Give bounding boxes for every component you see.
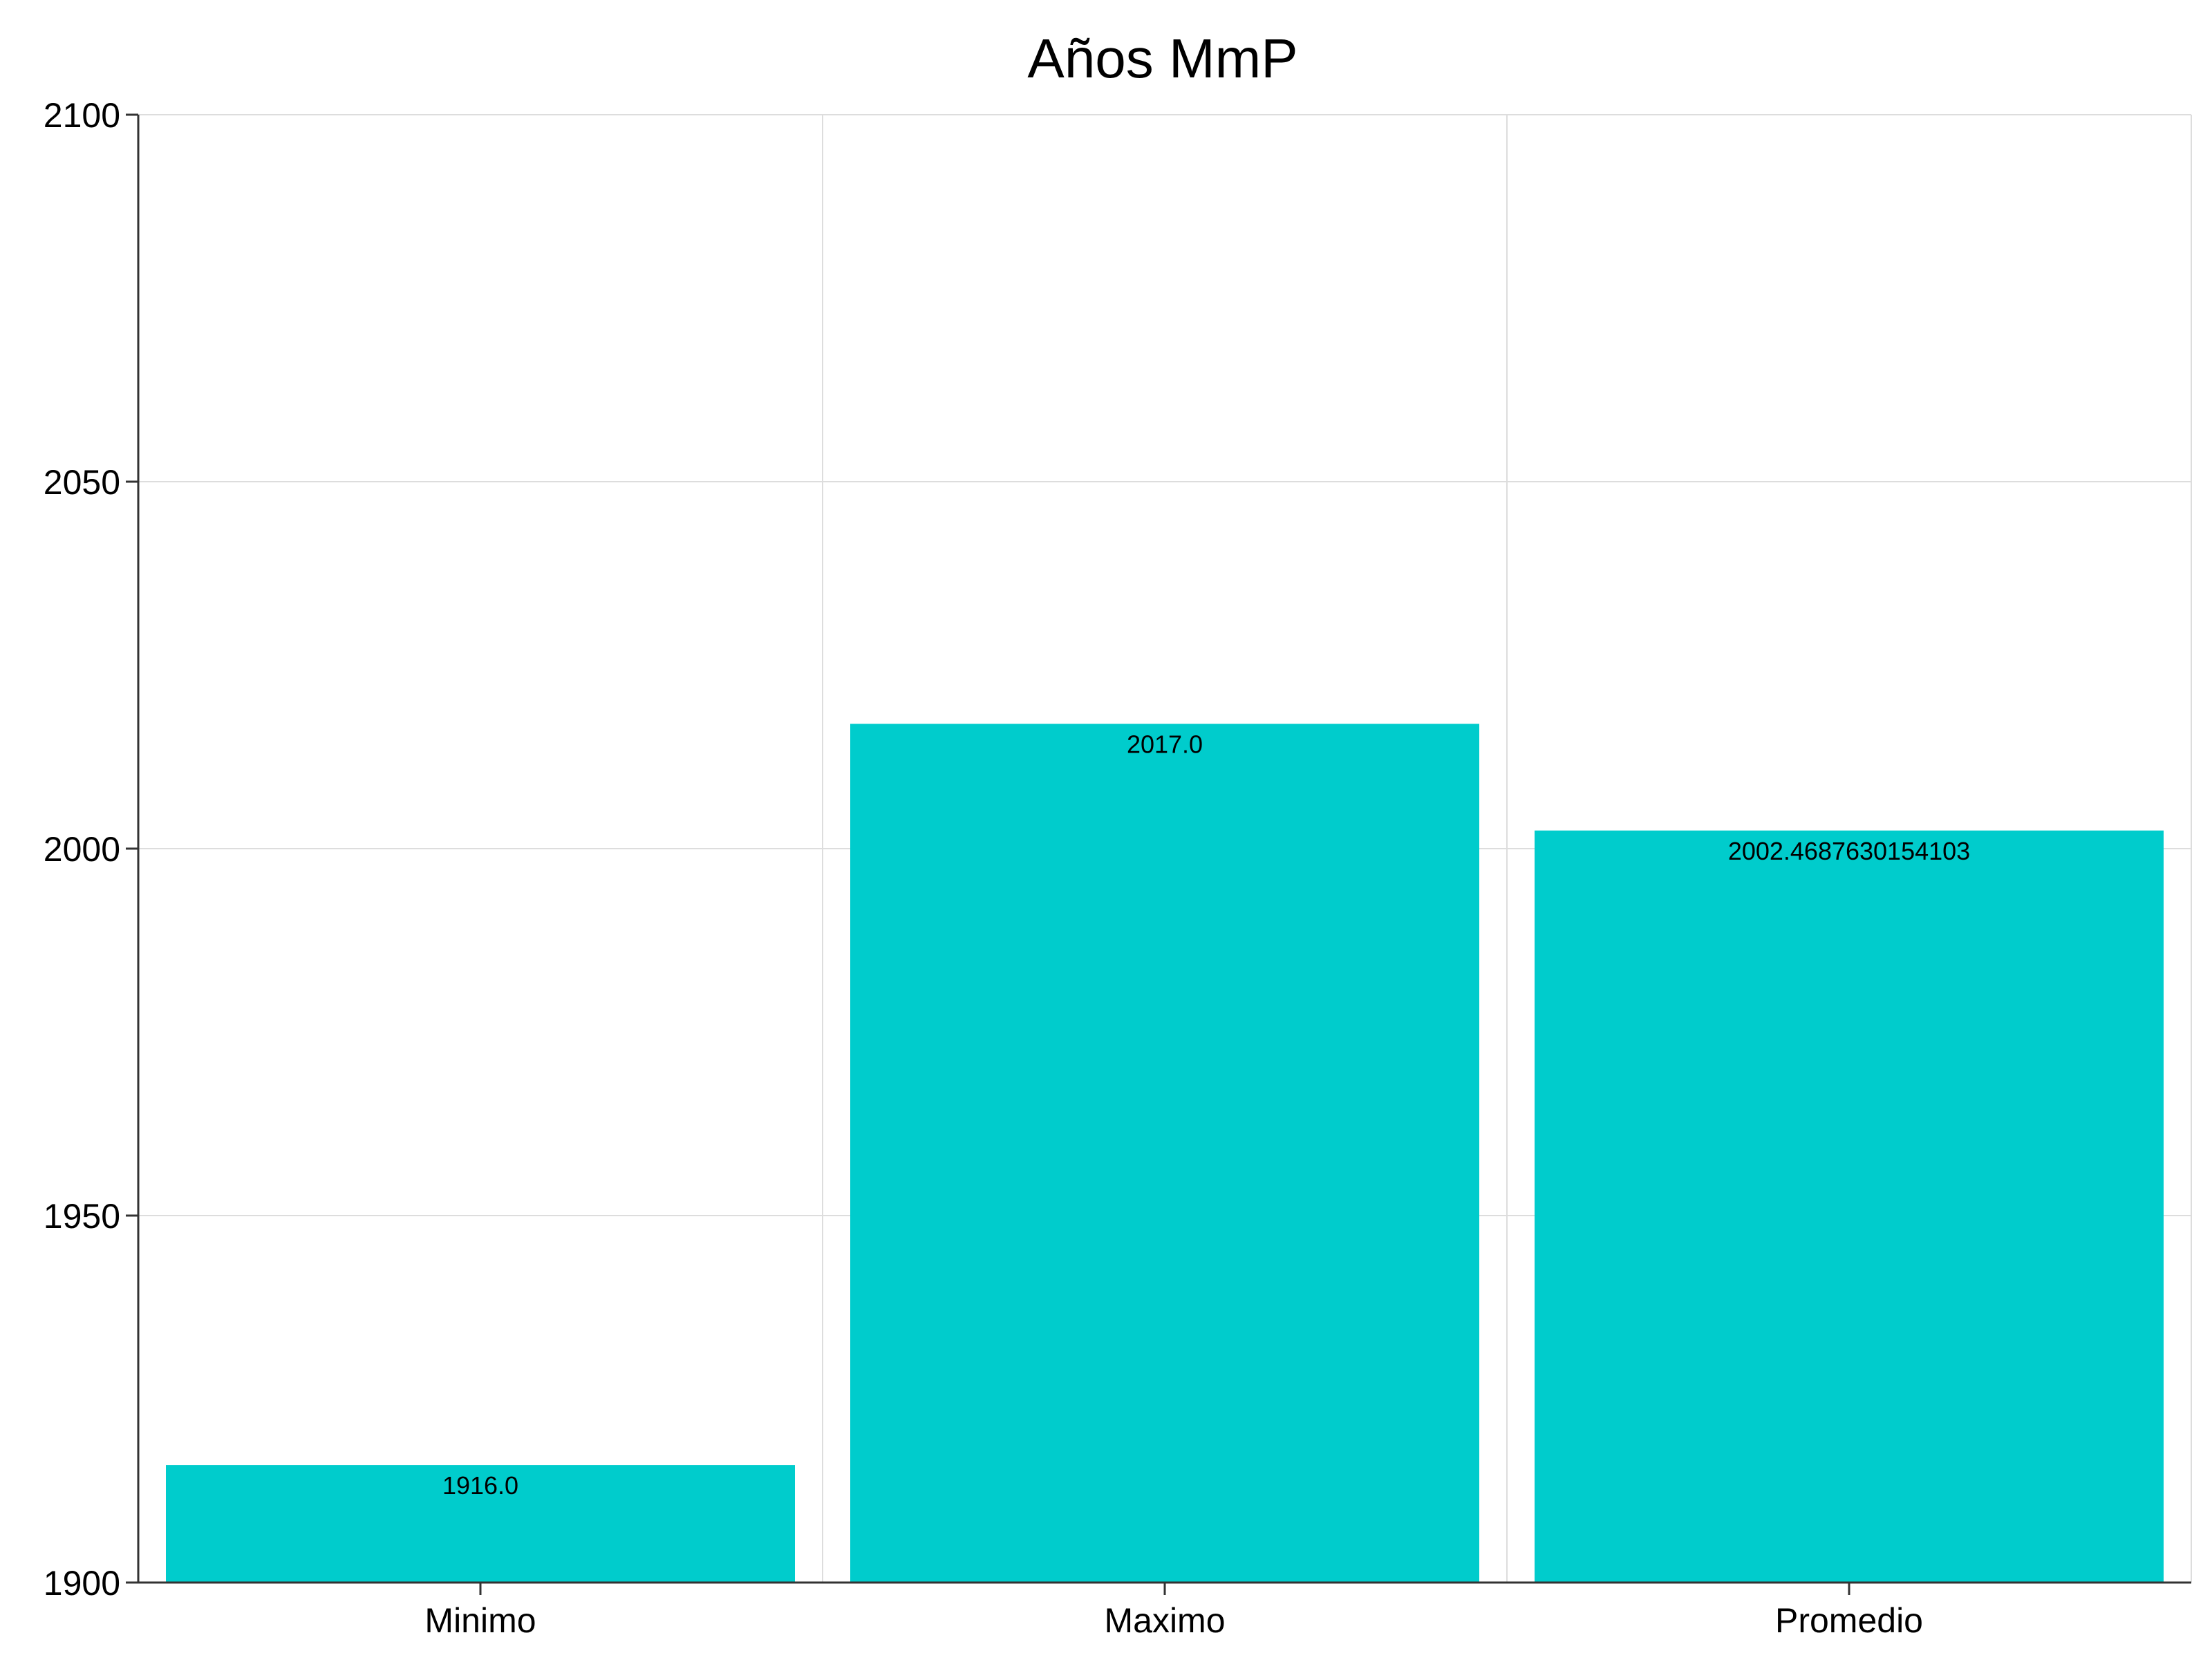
y-tick-label: 2000 [44, 830, 120, 869]
axis-layer [126, 113, 2191, 1595]
bar-minimo [166, 1465, 795, 1583]
x-tick-label: Minimo [424, 1601, 536, 1640]
bar-value-label: 1916.0 [442, 1471, 518, 1500]
y-tick-label: 1900 [44, 1564, 120, 1603]
chart-title: Años MmP [1027, 28, 1297, 89]
bar-value-label: 2017.0 [1127, 730, 1203, 758]
bar-maximo [850, 724, 1479, 1583]
y-tick-label: 1950 [44, 1197, 120, 1236]
labels-layer: 1916.0 2017.0 2002.4687630154103 1900 1950 20… [44, 96, 1970, 1640]
y-tick-label: 2100 [44, 96, 120, 135]
bars-layer [166, 724, 2164, 1583]
y-tick-label: 2050 [44, 463, 120, 502]
bar-value-label: 2002.4687630154103 [1728, 837, 1970, 865]
bar-promedio [1535, 830, 2164, 1583]
x-tick-label: Promedio [1775, 1601, 1923, 1640]
x-tick-label: Maximo [1104, 1601, 1225, 1640]
